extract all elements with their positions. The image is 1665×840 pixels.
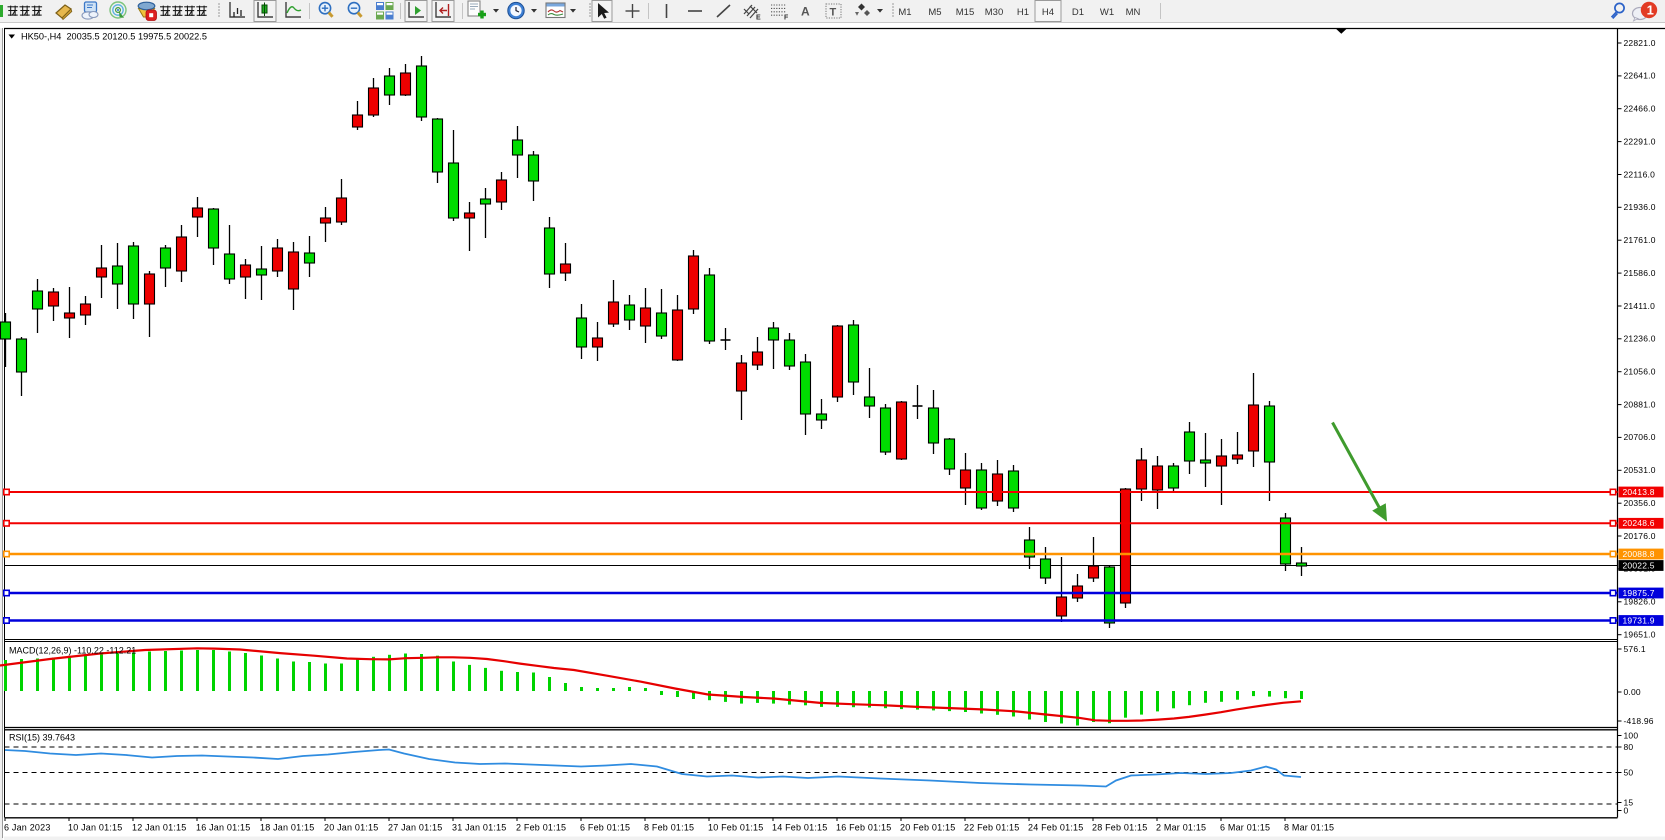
svg-text:0.00: 0.00 bbox=[1624, 687, 1641, 697]
svg-text:20176.0: 20176.0 bbox=[1624, 531, 1656, 541]
svg-text:M5: M5 bbox=[928, 7, 941, 18]
svg-text:22641.0: 22641.0 bbox=[1624, 71, 1656, 81]
svg-text:6 Mar 01:15: 6 Mar 01:15 bbox=[1220, 823, 1270, 833]
svg-text:50: 50 bbox=[1624, 767, 1634, 777]
svg-text:8 Feb 01:15: 8 Feb 01:15 bbox=[644, 823, 694, 833]
svg-text:19875.7: 19875.7 bbox=[1623, 588, 1655, 598]
svg-text:22821.0: 22821.0 bbox=[1624, 38, 1656, 48]
svg-text:E: E bbox=[756, 15, 761, 22]
svg-text:15: 15 bbox=[1624, 797, 1634, 807]
svg-text:M15: M15 bbox=[956, 7, 974, 18]
svg-text:22466.0: 22466.0 bbox=[1624, 104, 1656, 114]
svg-text:2 Mar 01:15: 2 Mar 01:15 bbox=[1156, 823, 1206, 833]
svg-text:28 Feb 01:15: 28 Feb 01:15 bbox=[1092, 823, 1147, 833]
svg-text:H1: H1 bbox=[1017, 7, 1029, 18]
svg-text:20356.0: 20356.0 bbox=[1624, 498, 1656, 508]
svg-text:12 Jan 01:15: 12 Jan 01:15 bbox=[132, 823, 186, 833]
svg-text:576.1: 576.1 bbox=[1624, 644, 1646, 654]
svg-text:1: 1 bbox=[1647, 3, 1654, 18]
svg-text:H4: H4 bbox=[1042, 7, 1054, 18]
svg-text:19731.9: 19731.9 bbox=[1623, 615, 1655, 625]
svg-text:16 Jan 01:15: 16 Jan 01:15 bbox=[196, 823, 250, 833]
svg-text:RSI(15) 39.7643: RSI(15) 39.7643 bbox=[9, 733, 75, 743]
svg-text:10 Jan 01:15: 10 Jan 01:15 bbox=[68, 823, 122, 833]
svg-text:20881.0: 20881.0 bbox=[1624, 399, 1656, 409]
svg-text:8 Mar 01:15: 8 Mar 01:15 bbox=[1284, 823, 1334, 833]
svg-text:21056.0: 21056.0 bbox=[1624, 367, 1656, 377]
svg-text:20706.0: 20706.0 bbox=[1624, 432, 1656, 442]
svg-text:10 Feb 01:15: 10 Feb 01:15 bbox=[708, 823, 763, 833]
svg-text:W1: W1 bbox=[1100, 7, 1114, 18]
svg-text:31 Jan 01:15: 31 Jan 01:15 bbox=[452, 823, 506, 833]
svg-text:F: F bbox=[784, 15, 789, 22]
svg-text:6 Jan 2023: 6 Jan 2023 bbox=[4, 823, 51, 833]
svg-text:0: 0 bbox=[1624, 805, 1629, 815]
svg-text:2 Feb 01:15: 2 Feb 01:15 bbox=[516, 823, 566, 833]
svg-text:19651.0: 19651.0 bbox=[1624, 630, 1656, 640]
svg-text:18 Jan 01:15: 18 Jan 01:15 bbox=[260, 823, 314, 833]
svg-text:21411.0: 21411.0 bbox=[1624, 301, 1656, 311]
svg-text:20 Feb 01:15: 20 Feb 01:15 bbox=[900, 823, 955, 833]
svg-text:22 Feb 01:15: 22 Feb 01:15 bbox=[964, 823, 1019, 833]
svg-text:21586.0: 21586.0 bbox=[1624, 268, 1656, 278]
svg-text:MACD(12,26,9) -110.22 -112.21: MACD(12,26,9) -110.22 -112.21 bbox=[9, 646, 136, 656]
svg-text:14 Feb 01:15: 14 Feb 01:15 bbox=[772, 823, 827, 833]
svg-text:20 Jan 01:15: 20 Jan 01:15 bbox=[324, 823, 378, 833]
svg-text:19826.0: 19826.0 bbox=[1624, 597, 1656, 607]
svg-text:D1: D1 bbox=[1072, 7, 1084, 18]
svg-text:20088.8: 20088.8 bbox=[1623, 549, 1655, 559]
svg-text:16 Feb 01:15: 16 Feb 01:15 bbox=[836, 823, 891, 833]
svg-text:100: 100 bbox=[1624, 730, 1639, 740]
svg-text:20531.0: 20531.0 bbox=[1624, 465, 1656, 475]
svg-text:24 Feb 01:15: 24 Feb 01:15 bbox=[1028, 823, 1083, 833]
svg-text:6 Feb 01:15: 6 Feb 01:15 bbox=[580, 823, 630, 833]
svg-text:20413.8: 20413.8 bbox=[1623, 487, 1655, 497]
svg-text:-418.96: -418.96 bbox=[1624, 716, 1654, 726]
svg-text:M1: M1 bbox=[898, 7, 911, 18]
svg-text:MN: MN bbox=[1126, 7, 1141, 18]
svg-text:20248.6: 20248.6 bbox=[1623, 518, 1655, 528]
svg-text:A: A bbox=[801, 5, 810, 19]
svg-text:M30: M30 bbox=[985, 7, 1003, 18]
svg-text:21236.0: 21236.0 bbox=[1624, 334, 1656, 344]
svg-text:22116.0: 22116.0 bbox=[1624, 169, 1656, 179]
svg-text:21761.0: 21761.0 bbox=[1624, 235, 1656, 245]
svg-text:27 Jan 01:15: 27 Jan 01:15 bbox=[388, 823, 442, 833]
svg-text:HK50-,H4 20035.5 20120.5 1997: HK50-,H4 20035.5 20120.5 19975.5 20022.5 bbox=[21, 32, 207, 42]
svg-text:80: 80 bbox=[1624, 742, 1634, 752]
svg-text:21936.0: 21936.0 bbox=[1624, 202, 1656, 212]
svg-text:22291.0: 22291.0 bbox=[1624, 136, 1656, 146]
svg-text:T: T bbox=[830, 7, 837, 19]
svg-text:20022.5: 20022.5 bbox=[1623, 560, 1655, 570]
